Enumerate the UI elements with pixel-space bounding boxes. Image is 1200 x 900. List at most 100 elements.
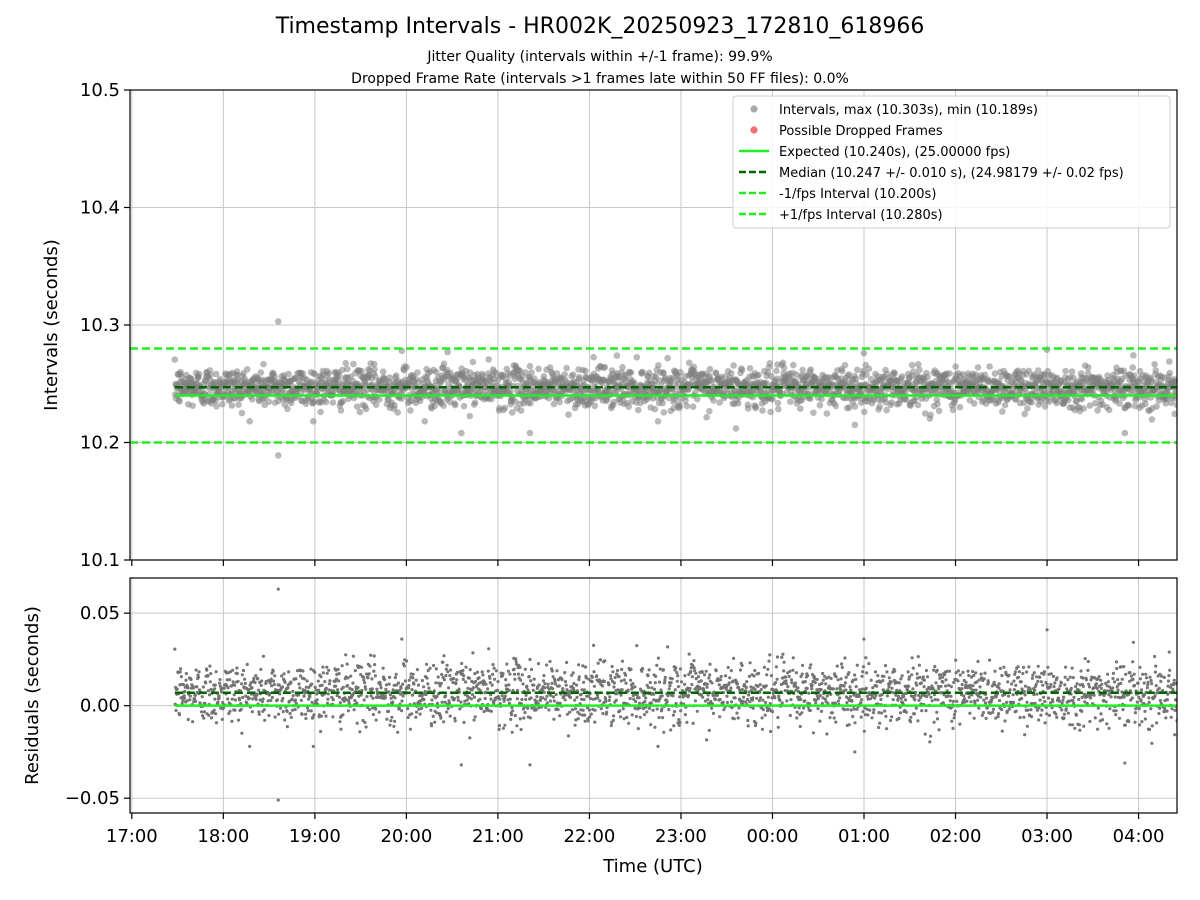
top-point <box>949 406 957 414</box>
bottom-point <box>1049 682 1053 687</box>
bottom-point <box>902 695 906 699</box>
bottom-point <box>646 685 651 690</box>
top-point <box>517 407 525 414</box>
bottom-point <box>658 667 662 671</box>
bottom-point <box>661 668 666 672</box>
bottom-point <box>363 685 367 689</box>
bottom-point <box>768 653 772 657</box>
bottom-point <box>611 670 615 674</box>
bottom-point <box>991 696 995 700</box>
bottom-point <box>915 683 919 687</box>
bottom-point <box>1033 688 1037 692</box>
bottom-point <box>1057 696 1061 701</box>
bottom-point <box>683 682 687 687</box>
top-point <box>1130 372 1138 379</box>
bottom-point <box>748 700 752 704</box>
bottom-point <box>933 698 937 702</box>
top-point <box>260 360 267 368</box>
bottom-point <box>411 672 415 676</box>
bottom-point <box>890 715 894 719</box>
bottom-point <box>286 686 290 690</box>
bottom-point <box>542 690 546 694</box>
top-point <box>1068 368 1076 375</box>
bottom-point <box>576 717 580 721</box>
bottom-point <box>704 669 708 673</box>
top-point <box>1173 388 1177 395</box>
bottom-point <box>676 674 680 678</box>
bottom-point <box>791 656 795 660</box>
bottom-point <box>864 656 868 660</box>
bottom-point <box>814 698 818 702</box>
bottom-point <box>336 688 340 692</box>
bottom-point <box>667 708 671 712</box>
bottom-point <box>275 698 279 702</box>
bottom-point <box>558 701 562 705</box>
bottom-point <box>883 664 888 668</box>
bottom-point <box>444 667 448 671</box>
bottom-point <box>306 709 310 713</box>
bottom-point <box>883 709 887 713</box>
top-point <box>527 400 534 407</box>
bottom-point <box>605 710 609 714</box>
bottom-point <box>708 673 712 677</box>
bottom-point <box>337 695 342 699</box>
bottom-point <box>811 731 816 735</box>
bottom-point <box>795 716 799 720</box>
bottom-point <box>735 711 739 715</box>
top-point <box>530 375 538 382</box>
bottom-point <box>289 715 293 720</box>
top-point <box>265 398 273 406</box>
bottom-point <box>372 654 376 658</box>
top-point <box>1152 367 1160 374</box>
bottom-point <box>874 693 878 698</box>
bottom-point <box>557 684 561 688</box>
bottom-point <box>753 669 757 673</box>
bottom-point <box>364 687 368 691</box>
bottom-point <box>507 701 512 706</box>
bottom-point <box>540 688 544 692</box>
bottom-point <box>582 680 586 684</box>
top-point <box>488 395 495 403</box>
bottom-point <box>528 657 532 662</box>
bottom-point <box>738 668 743 672</box>
bottom-point <box>884 714 888 719</box>
bottom-point <box>952 680 956 685</box>
bottom-point <box>361 718 365 723</box>
bottom-point <box>756 684 760 689</box>
bottom-point <box>1041 683 1045 687</box>
bottom-point <box>535 695 539 699</box>
bottom-point <box>399 686 403 690</box>
bottom-point <box>922 685 926 689</box>
top-point <box>398 395 405 403</box>
bottom-point <box>1037 718 1041 722</box>
top-point <box>195 370 203 378</box>
bottom-point <box>665 700 669 704</box>
top-point <box>790 361 797 369</box>
bottom-point <box>184 678 188 682</box>
legend: Intervals, max (10.303s), min (10.189s)P… <box>732 95 1171 229</box>
bottom-point <box>878 721 882 725</box>
bottom-point <box>944 684 948 688</box>
bottom-point <box>396 730 400 734</box>
bottom-point <box>747 693 751 697</box>
bottom-point <box>629 667 633 671</box>
bottom-point <box>936 698 940 702</box>
bottom-point <box>899 677 903 681</box>
bottom-point <box>316 679 320 683</box>
bottom-point <box>889 680 893 684</box>
top-point <box>1046 398 1053 405</box>
top-point <box>627 369 635 376</box>
bottom-point <box>325 665 329 669</box>
top-point <box>986 363 993 370</box>
bottom-point <box>1034 682 1038 686</box>
top-point <box>610 398 617 406</box>
bottom-point <box>304 712 308 716</box>
bottom-point <box>455 670 460 674</box>
bottom-point <box>1025 700 1029 704</box>
top-point <box>908 361 916 369</box>
bottom-point <box>879 697 883 702</box>
top-point <box>1129 364 1136 371</box>
bottom-point <box>504 683 508 688</box>
bottom-point <box>1057 687 1061 691</box>
bottom-point <box>386 709 391 714</box>
